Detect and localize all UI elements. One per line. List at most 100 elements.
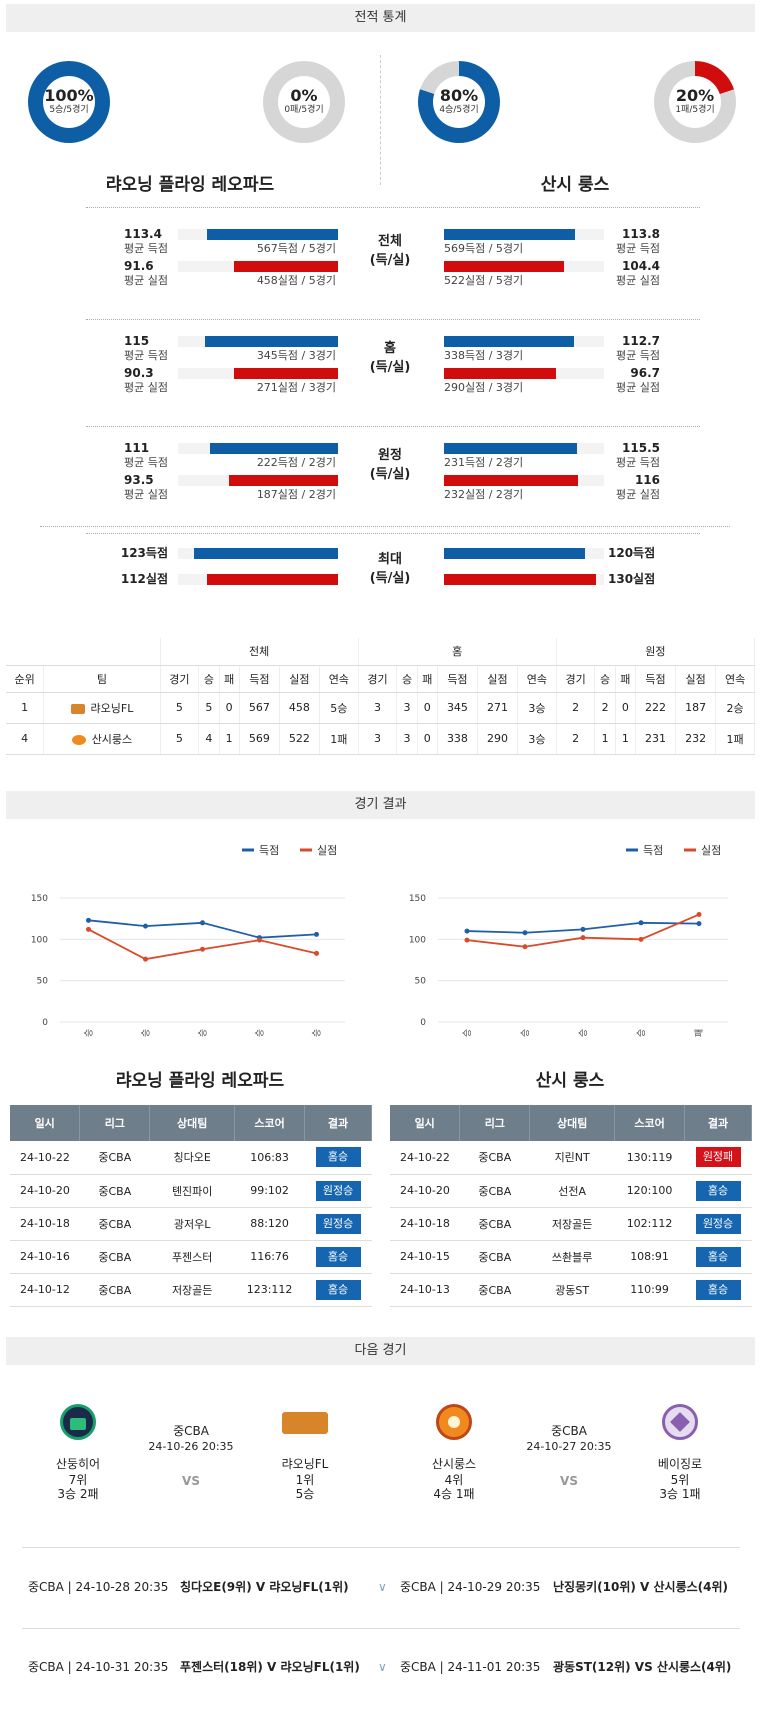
results-cell: 24-10-18 bbox=[390, 1207, 460, 1241]
next-date: 24-10-26 20:35 bbox=[148, 1440, 234, 1453]
stat-value: 113.8 bbox=[622, 227, 660, 241]
divider bbox=[380, 55, 381, 185]
stat-group-sublabel: (득/실) bbox=[369, 253, 411, 268]
donut-record: 4승/5경기 bbox=[439, 105, 479, 115]
standings-col-header: 패 bbox=[417, 665, 438, 693]
standings-cell: 4 bbox=[6, 723, 45, 755]
results-row: 24-10-22 중CBA 지린NT 130:119 원정패 bbox=[390, 1141, 752, 1175]
next-league: 중CBA bbox=[551, 1424, 587, 1438]
standings-col-header: 연속 bbox=[517, 665, 557, 693]
data-point bbox=[638, 936, 644, 942]
schedule-info: 중CBA | 24-11-01 20:35 bbox=[400, 1660, 541, 1674]
results-cell: 110:99 bbox=[614, 1273, 685, 1307]
results-row: 24-10-15 중CBA 쓰촨블루 108:91 홈승 bbox=[390, 1240, 752, 1274]
x-tick-label: 패 bbox=[694, 1029, 705, 1037]
standings-col-header: 연속 bbox=[319, 665, 359, 693]
data-point bbox=[464, 937, 470, 943]
max-bar bbox=[444, 574, 604, 585]
legend-label: 실점 bbox=[317, 844, 337, 857]
data-point bbox=[522, 930, 528, 936]
standings-group-header: 전체 bbox=[160, 638, 359, 666]
stat-group-sublabel: (득/실) bbox=[369, 571, 411, 586]
stat-group-label: 원정 bbox=[378, 448, 402, 463]
standings-team-name: 랴오닝FL bbox=[90, 701, 134, 715]
standings-col-header: 팀 bbox=[43, 665, 161, 693]
standings-cell: 3승 bbox=[517, 723, 557, 755]
results-cell: 톈진파이 bbox=[149, 1174, 235, 1208]
standings-cell: 569 bbox=[239, 723, 280, 755]
standings-team: 산시룽스 bbox=[43, 723, 161, 755]
stat-label: 평균 실점 bbox=[616, 381, 660, 394]
results-cell: 중CBA bbox=[79, 1240, 150, 1274]
results-cell: 108:91 bbox=[614, 1240, 685, 1274]
standings-row: 4 산시룽스 5 4 1 569 522 1패 3 3 0 338 290 3승 2 1 1 231 232 1패 bbox=[6, 723, 755, 755]
win-rate-donut: 0% 0패/5경기 bbox=[263, 61, 345, 143]
chevron-down-icon[interactable]: ∨ bbox=[378, 1580, 387, 1594]
standings-cell: 458 bbox=[279, 692, 320, 724]
y-tick-label: 0 bbox=[420, 1018, 426, 1028]
results-cell: 푸젠스터 bbox=[149, 1240, 235, 1274]
shanxi-logo-icon bbox=[436, 1404, 472, 1440]
y-tick-label: 100 bbox=[31, 935, 48, 945]
results-cell: 중CBA bbox=[459, 1273, 530, 1307]
results-cell: 24-10-20 bbox=[10, 1174, 80, 1208]
standings-col-header: 순위 bbox=[6, 665, 45, 693]
x-tick-label: 승 bbox=[312, 1029, 323, 1037]
standings-group-header: 원정 bbox=[556, 638, 756, 666]
results-cell: 24-10-16 bbox=[10, 1240, 80, 1274]
max-value: 120득점 bbox=[608, 546, 656, 560]
divider bbox=[86, 533, 700, 534]
next-home-record: 4승 1패 bbox=[433, 1487, 475, 1501]
stat-value: 116 bbox=[634, 473, 660, 487]
results-section-title: 경기 결과 bbox=[6, 791, 755, 819]
stat-label: 평균 득점 bbox=[616, 242, 660, 255]
results-row: 24-10-18 중CBA 저장골든 102:112 원정승 bbox=[390, 1207, 752, 1241]
next-away-rank: 5위 bbox=[670, 1473, 690, 1487]
stat-bar bbox=[178, 229, 338, 240]
next-home-rank: 7위 bbox=[68, 1473, 88, 1487]
next-away-record: 3승 1패 bbox=[659, 1487, 701, 1501]
next-home-rank: 4위 bbox=[444, 1473, 464, 1487]
results-cell: 24-10-13 bbox=[390, 1273, 460, 1307]
standings-cell: 522 bbox=[279, 723, 320, 755]
max-value: 130실점 bbox=[608, 572, 656, 586]
results-col-header: 일시 bbox=[10, 1105, 81, 1141]
beijing-logo-icon bbox=[662, 1404, 698, 1440]
standings-table: 전체 홈 원정 순위 팀 경기 승 패 득점 실점 연속 경기 승 패 득점 실점 연속 경기 승 패 득점 실점 연속 … bbox=[6, 638, 756, 755]
y-tick-label: 150 bbox=[409, 894, 426, 904]
donut-percent: 0% bbox=[290, 86, 318, 105]
standings-cell: 1패 bbox=[715, 723, 755, 755]
x-tick-label: 승 bbox=[198, 1029, 209, 1037]
max-bar bbox=[178, 548, 338, 559]
standings-group-header: 홈 bbox=[358, 638, 557, 666]
stat-bar bbox=[178, 475, 338, 486]
chevron-down-icon[interactable]: ∨ bbox=[378, 1660, 387, 1674]
standings-col-header: 득점 bbox=[635, 665, 677, 693]
donut-percent: 100% bbox=[44, 86, 94, 105]
data-point bbox=[580, 935, 586, 941]
standings-cell: 4 bbox=[198, 723, 220, 755]
donut-percent: 80% bbox=[439, 86, 479, 105]
result-badge: 원정승 bbox=[315, 1213, 361, 1234]
standings-col-header: 승 bbox=[198, 665, 220, 693]
data-point bbox=[143, 956, 148, 962]
data-point bbox=[200, 920, 205, 926]
results-cell: 88:120 bbox=[234, 1207, 305, 1241]
standings-cell: 3승 bbox=[517, 692, 557, 724]
x-tick-label: 승 bbox=[141, 1029, 152, 1037]
standings-cell: 5 bbox=[160, 692, 200, 724]
results-cell: 106:83 bbox=[234, 1141, 305, 1175]
stat-count: 231득점 / 2경기 bbox=[444, 456, 524, 469]
results-col-header: 상대팀 bbox=[149, 1105, 236, 1141]
data-point bbox=[696, 921, 702, 927]
x-tick-label: 승 bbox=[255, 1029, 266, 1037]
standings-cell: 1 bbox=[615, 723, 637, 755]
home-team-name: 랴오닝 플라잉 레오파드 bbox=[105, 175, 275, 195]
standings-col-header: 실점 bbox=[675, 665, 717, 693]
standings-cell: 2 bbox=[594, 692, 616, 724]
stat-value: 96.7 bbox=[630, 366, 660, 380]
stat-label: 평균 득점 bbox=[124, 456, 168, 469]
stat-bar bbox=[444, 368, 604, 379]
away-results-chart: 0 50 100 150 승 승 승 승 패 득점 실점 bbox=[409, 844, 728, 1037]
standings-cell: 0 bbox=[615, 692, 637, 724]
